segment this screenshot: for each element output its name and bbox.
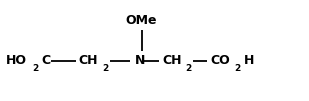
Text: 2: 2 — [32, 64, 39, 73]
Text: CH: CH — [79, 54, 98, 67]
Text: 2: 2 — [234, 64, 240, 73]
Text: H: H — [243, 54, 254, 67]
Text: C: C — [42, 54, 51, 67]
Text: CO: CO — [210, 54, 230, 67]
Text: CH: CH — [162, 54, 182, 67]
Text: OMe: OMe — [126, 14, 157, 27]
Text: 2: 2 — [185, 64, 192, 73]
Text: 2: 2 — [102, 64, 108, 73]
Text: HO: HO — [6, 54, 27, 67]
Text: N: N — [134, 54, 145, 67]
